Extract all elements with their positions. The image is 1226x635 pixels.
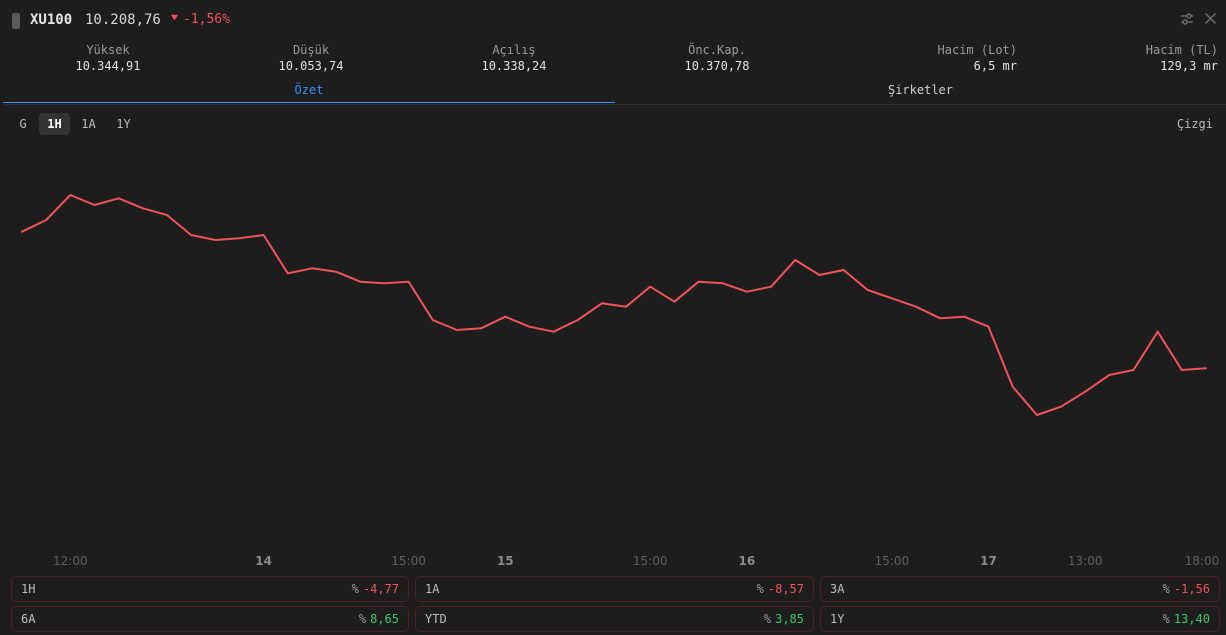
header: XU100 10.208,76 -1,56% [0, 0, 1226, 40]
perf-number: -8,57 [767, 582, 804, 596]
perf-number: 13,40 [1173, 612, 1210, 626]
perf-label: 1H [21, 582, 36, 596]
stat-label: Önc.Kap. [688, 43, 746, 57]
series-line [21, 194, 1207, 416]
perf-3m: 3A % -1,56 [820, 576, 1220, 602]
percent-sign: % [763, 612, 772, 626]
stat-label: Hacim (TL) [1145, 43, 1218, 57]
x-tick-label: 18:00 [1185, 554, 1220, 568]
tab-summary[interactable]: Özet [294, 83, 324, 97]
percent-sign: % [1162, 582, 1170, 596]
perf-number: -1,56 [1173, 582, 1210, 596]
x-tick-label: 15:00 [633, 554, 668, 568]
stat-value: 10.338,24 [481, 59, 547, 73]
stat-label: Açılış [492, 43, 536, 57]
range-month-button[interactable]: 1A [81, 117, 96, 131]
percent-sign: % [358, 612, 367, 626]
stat-value: 10.344,91 [75, 59, 141, 73]
x-tick-label: 16 [739, 554, 756, 568]
perf-value: % -1,56 [1163, 582, 1210, 596]
perf-value: % -8,57 [757, 582, 804, 596]
range-day-button[interactable]: G [19, 117, 27, 131]
x-tick-label: 15:00 [875, 554, 910, 568]
drag-handle-icon[interactable] [12, 13, 20, 29]
stat-label: Yüksek [86, 43, 130, 57]
perf-label: 1Y [830, 612, 845, 626]
percent-sign: % [1162, 612, 1170, 626]
stat-value: 10.370,78 [684, 59, 750, 73]
tab-bar: Özet Şirketler [3, 80, 1226, 105]
symbol-name: XU100 [30, 12, 73, 28]
perf-label: YTD [425, 612, 447, 626]
perf-value: % -4,77 [352, 582, 399, 596]
stat-label: Düşük [292, 43, 330, 57]
perf-label: 6A [21, 612, 36, 626]
x-tick-label: 15 [497, 554, 514, 568]
perf-label: 3A [830, 582, 845, 596]
perf-ytd: YTD % 3,85 [415, 606, 814, 632]
x-axis-ticks: 12:00 14 15:00 15 15:00 16 15:00 17 13:00 18:00 [53, 554, 1219, 568]
active-tab-indicator [3, 102, 615, 103]
chart-type-button[interactable]: Çizgi [1176, 117, 1213, 131]
stat-value: 129,3 mr [1160, 59, 1218, 73]
last-price: 10.208,76 [85, 12, 161, 28]
perf-1w: 1H % -4,77 [11, 576, 409, 602]
caret-down-icon [170, 14, 179, 21]
x-tick-label: 12:00 [53, 554, 88, 568]
x-tick-label: 14 [255, 554, 272, 568]
price-change-value: -1,56% [183, 12, 230, 27]
stat-label: Hacim (Lot) [937, 43, 1017, 57]
close-icon[interactable] [1204, 12, 1217, 29]
stat-open: Açılış 10.338,24 [414, 42, 614, 74]
perf-number: -4,77 [362, 582, 399, 596]
stat-volume-lot: Hacim (Lot) 6,5 mr [817, 42, 1017, 74]
x-tick-label: 15:00 [391, 554, 426, 568]
perf-number: 3,85 [775, 612, 804, 626]
perf-value: % 13,40 [1163, 612, 1210, 626]
price-chart[interactable]: 12:00 14 15:00 15 15:00 16 15:00 17 13:00 18:00 [0, 140, 1226, 572]
stat-volume-tl: Hacim (TL) 129,3 mr [1018, 42, 1218, 74]
tab-companies[interactable]: Şirketler [887, 83, 954, 97]
perf-number: 8,65 [370, 612, 399, 626]
perf-label: 1A [425, 582, 440, 596]
perf-value: % 3,85 [764, 612, 804, 626]
perf-6m: 6A % 8,65 [11, 606, 409, 632]
stat-value: 6,5 mr [973, 59, 1017, 73]
percent-sign: % [351, 582, 359, 596]
percent-sign: % [756, 582, 764, 596]
stat-low: Düşük 10.053,74 [211, 42, 411, 74]
perf-1m: 1A % -8,57 [415, 576, 814, 602]
stats-row: Yüksek 10.344,91 Düşük 10.053,74 Açılış … [0, 42, 1226, 76]
price-change: -1,56% [170, 12, 230, 27]
range-week-button[interactable]: 1H [39, 113, 70, 135]
perf-1y: 1Y % 13,40 [820, 606, 1220, 632]
stat-value: 10.053,74 [278, 59, 344, 73]
sliders-icon[interactable] [1180, 12, 1194, 30]
range-year-button[interactable]: 1Y [116, 117, 131, 131]
x-tick-label: 17 [980, 554, 997, 568]
perf-value: % 8,65 [359, 612, 399, 626]
stat-high: Yüksek 10.344,91 [8, 42, 208, 74]
x-tick-label: 13:00 [1068, 554, 1103, 568]
stat-prev-close: Önc.Kap. 10.370,78 [617, 42, 817, 74]
